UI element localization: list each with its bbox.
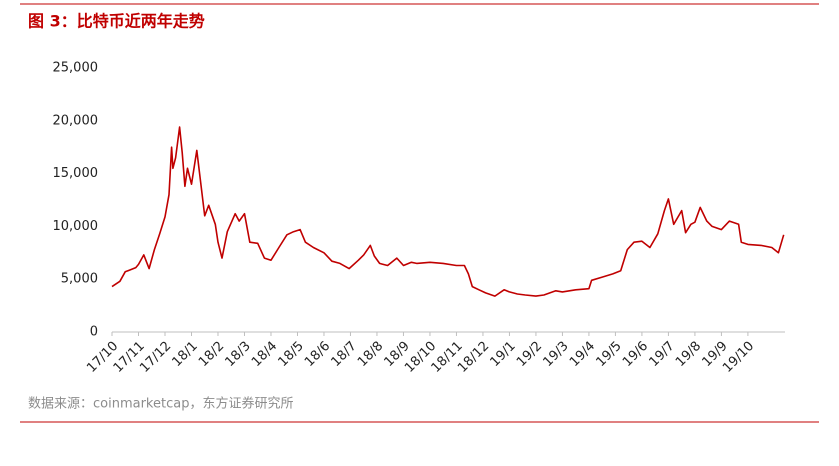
x-tick-label: 19/5 [593, 339, 624, 370]
x-tick-label: 19/1 [487, 339, 518, 370]
x-tick-label: 18/8 [355, 339, 386, 370]
y-tick-label: 5,000 [61, 272, 98, 287]
y-tick-label: 10,000 [53, 219, 99, 234]
x-tick-label: 18/6 [302, 339, 333, 370]
source: 数据来源：coinmarketcap，东方证券研究所 [28, 396, 293, 412]
y-tick-label: 15,000 [53, 166, 99, 181]
x-tick-label: 19/7 [646, 339, 677, 370]
x-tick-label: 19/8 [673, 339, 704, 370]
x-tick-label: 18/1 [170, 339, 201, 370]
x-tick-label: 19/6 [620, 339, 651, 370]
chart-title: 图 3：比特币近两年走势 [28, 12, 205, 31]
x-tick-label: 18/7 [329, 339, 360, 370]
x-tick-label: 19/3 [540, 339, 571, 370]
x-tick-label: 18/3 [223, 339, 254, 370]
y-tick-label: 0 [90, 325, 98, 340]
y-tick-label: 25,000 [53, 61, 99, 76]
y-tick-label: 20,000 [53, 113, 99, 128]
x-tick-label: 19/2 [514, 339, 545, 370]
price-line [111, 126, 785, 297]
x-tick-label: 19/4 [567, 339, 598, 370]
x-tick-label: 18/2 [196, 339, 227, 370]
x-tick-label: 18/5 [276, 339, 307, 370]
x-tick-label: 18/4 [249, 339, 280, 370]
